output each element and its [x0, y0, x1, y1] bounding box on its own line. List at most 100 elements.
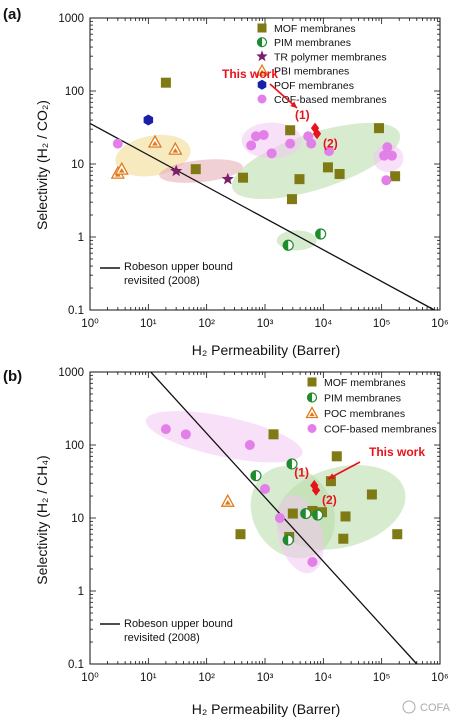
data-point [340, 511, 351, 522]
data-point [268, 429, 279, 440]
watermark-text: COFA [420, 702, 451, 714]
y-tick-label: 1 [78, 232, 84, 244]
legend-marker [256, 37, 268, 48]
data-point [373, 123, 384, 134]
legend-marker [307, 424, 317, 433]
panel-a-regions [115, 122, 404, 251]
data-point [307, 505, 318, 516]
data-point [334, 168, 345, 179]
data-point [266, 148, 277, 159]
panel-b-marks [160, 424, 403, 567]
legend-marker [257, 94, 267, 104]
legend-marker [305, 406, 319, 419]
upper-bound-line [89, 122, 435, 311]
panel-a-legend: MOF membranes PIM membranes TR polymer mem… [255, 23, 387, 106]
y-tick-label: 1 [78, 586, 84, 598]
upper-bound-legend-line2: revisited (2008) [124, 275, 200, 287]
legend-marker [307, 377, 317, 387]
data-point [286, 458, 298, 470]
data-point [238, 172, 249, 183]
x-tick-label: 10⁴ [314, 318, 332, 330]
legend-label: COF-based membranes [324, 424, 437, 436]
data-point [381, 175, 392, 186]
legend-label: PIM membranes [274, 37, 351, 49]
this-work-point [311, 484, 321, 496]
legend-label: PIM membranes [324, 393, 401, 405]
legend-marker [257, 79, 267, 90]
legend-marker [256, 50, 268, 62]
wechat-icon [402, 700, 416, 714]
data-point [366, 489, 377, 500]
legend-marker [306, 392, 318, 403]
panel-b-label: (b) [3, 368, 22, 385]
upper-bound-legend-line1: Robeson upper bound [124, 618, 233, 630]
y-tick-label: 100 [65, 440, 84, 452]
y-tick-label: 0.1 [68, 659, 84, 671]
data-point [306, 138, 317, 149]
data-point [274, 513, 285, 523]
data-point [294, 174, 305, 185]
data-point [382, 142, 393, 153]
panel-b-y-tick-labels: 0.1 1 10 100 1000 [58, 367, 84, 671]
x-tick-label: 10⁰ [81, 318, 99, 330]
panel-a-upper-bound-legend: Robeson upper bound revisited (2008) [100, 261, 233, 287]
data-point [338, 533, 349, 544]
data-point [244, 440, 255, 450]
panel-a-y-tick-labels: 0.1 1 10 100 1000 [58, 13, 84, 317]
data-point [235, 529, 246, 540]
group-region [145, 411, 303, 463]
y-tick-label: 10 [71, 513, 84, 525]
legend-label: POC membranes [324, 408, 405, 420]
panel-b-x-tick-labels: 10⁰ 10¹ 10² 10³ 10⁴ 10⁵ 10⁶ [81, 672, 449, 684]
x-tick-label: 10⁶ [431, 672, 449, 684]
data-point [114, 161, 129, 175]
x-tick-label: 10⁰ [81, 672, 99, 684]
panel-a-upper-bound [89, 122, 435, 311]
data-point [160, 424, 171, 435]
data-point [190, 164, 201, 175]
data-point [331, 451, 342, 462]
y-tick-label: 0.1 [68, 305, 84, 317]
group-region [231, 122, 401, 200]
data-point [143, 114, 154, 126]
x-tick-label: 10² [198, 672, 215, 684]
x-tick-label: 10⁴ [314, 672, 332, 684]
upper-bound-legend-line1: Robeson upper bound [124, 261, 233, 273]
data-point [386, 150, 397, 161]
legend-label: POF membranes [274, 80, 354, 92]
this-work-arrowhead [328, 473, 335, 479]
legend-label: PBI membranes [274, 66, 349, 78]
this-work-point-label: (2) [322, 493, 337, 507]
watermark: COFA [402, 700, 451, 714]
data-point [170, 164, 183, 177]
legend-label: MOF membranes [274, 23, 356, 35]
panel-a-x-tick-labels: 10⁰ 10¹ 10² 10³ 10⁴ 10⁵ 10⁶ [81, 318, 449, 330]
data-point [160, 77, 171, 88]
this-work-label: This work [369, 445, 425, 459]
data-point [180, 429, 191, 440]
data-point [390, 171, 401, 182]
data-point [322, 162, 333, 173]
panel-a-frame [89, 17, 441, 311]
y-tick-label: 100 [65, 86, 84, 98]
legend-label: MOF membranes [324, 377, 406, 389]
data-point [282, 534, 294, 546]
x-tick-label: 10³ [257, 672, 274, 684]
panel-b-ticks [89, 372, 440, 665]
panel-b-frame [89, 371, 441, 665]
data-point [220, 493, 235, 507]
x-tick-label: 10⁵ [373, 672, 391, 684]
legend-marker [255, 63, 269, 76]
data-point [246, 140, 257, 151]
x-tick-label: 10¹ [140, 318, 157, 330]
y-tick-label: 10 [71, 159, 84, 171]
panel-b-xlabel: H₂ Permeability (Barrer) [192, 701, 341, 717]
this-work-label: This work [222, 67, 278, 81]
this-work-point-label: (1) [294, 465, 309, 479]
x-tick-label: 10⁵ [373, 318, 391, 330]
this-work-arrowhead [290, 101, 297, 108]
group-region [276, 230, 317, 251]
